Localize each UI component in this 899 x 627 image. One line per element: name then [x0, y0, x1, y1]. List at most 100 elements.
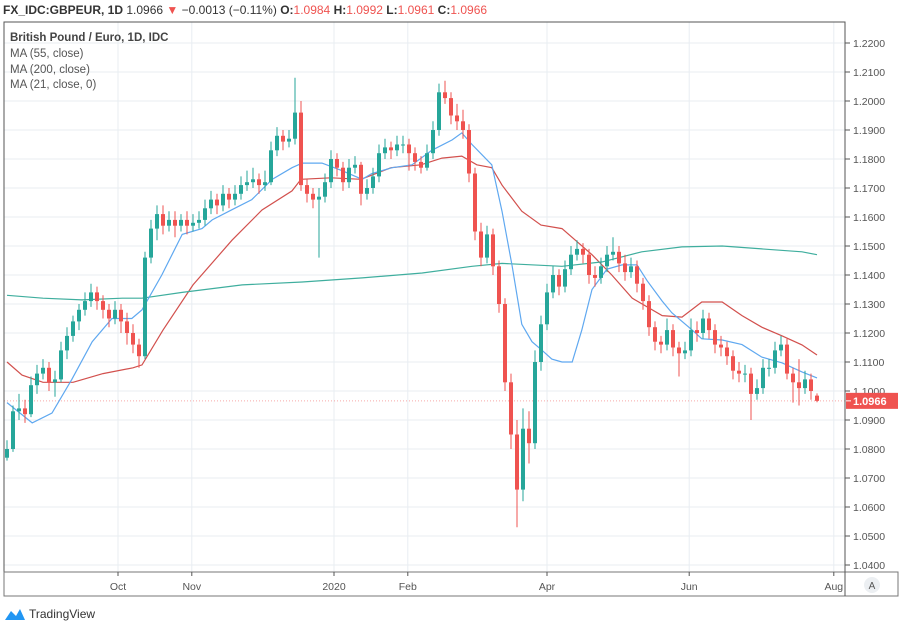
candle — [587, 248, 591, 284]
candle-body — [461, 121, 465, 130]
candle-body — [449, 98, 453, 116]
candle — [29, 376, 33, 418]
candle — [581, 243, 585, 264]
y-tick-label: 1.2100 — [853, 67, 885, 79]
candle — [815, 393, 819, 403]
time-axis[interactable] — [3, 571, 899, 597]
candle — [557, 269, 561, 296]
candle — [455, 103, 459, 130]
candle — [677, 341, 681, 377]
candle — [563, 260, 567, 293]
candle — [809, 373, 813, 400]
candle — [353, 156, 357, 174]
candle-body — [605, 254, 609, 267]
candle-body — [185, 219, 189, 226]
candle-body — [593, 275, 597, 278]
open-value: 1.0984 — [293, 3, 331, 17]
candle-body — [731, 356, 735, 371]
candle — [59, 341, 63, 383]
legend-ma200[interactable]: MA (200, close) — [10, 64, 90, 76]
candle-body — [407, 144, 411, 154]
candle-body — [203, 208, 207, 220]
candle-body — [149, 228, 153, 258]
candle-body — [35, 373, 39, 386]
candle-body — [365, 188, 369, 194]
candle-body — [173, 219, 177, 226]
candle — [245, 170, 249, 191]
tradingview-logo-icon — [5, 609, 25, 620]
candle-body — [665, 330, 669, 345]
candle-body — [11, 411, 15, 449]
candle — [575, 240, 579, 261]
candle — [143, 251, 147, 360]
candle-body — [257, 179, 261, 186]
candle — [689, 318, 693, 357]
y-tick-label: 1.1900 — [853, 125, 885, 137]
candle-body — [677, 347, 681, 354]
candle-body — [599, 266, 603, 278]
candle — [383, 138, 387, 159]
tradingview-logo[interactable]: TradingView — [4, 607, 95, 621]
candle — [503, 298, 507, 391]
candle-body — [767, 367, 771, 369]
candle-body — [659, 341, 663, 345]
candle-body — [239, 185, 243, 194]
candle-body — [611, 251, 615, 255]
candle — [149, 219, 153, 264]
legend-ma21[interactable]: MA (21, close, 0) — [10, 79, 96, 91]
price-axis[interactable]: 1.2200 1.2100 1.2000 1.1900 1.1800 1.1700 1.16… — [845, 38, 885, 572]
candle — [743, 364, 747, 383]
candle — [329, 150, 333, 188]
auto-scale-label[interactable]: A — [869, 581, 876, 592]
candle-body — [335, 159, 339, 168]
candle-body — [551, 275, 555, 293]
candle — [209, 190, 213, 215]
candle-body — [299, 112, 303, 186]
candle-body — [347, 167, 351, 183]
moving-averages — [6, 132, 818, 424]
candle — [101, 295, 105, 319]
candle-body — [401, 144, 405, 146]
candle-body — [197, 219, 201, 223]
candle — [533, 350, 537, 449]
candle — [749, 367, 753, 420]
candle-body — [413, 153, 417, 162]
symbol-name[interactable]: FX_IDC:GBPEUR, 1D — [3, 3, 124, 17]
candle-body — [557, 275, 561, 287]
legend-ma55[interactable]: MA (55, close) — [10, 48, 84, 60]
candle-body — [371, 176, 375, 188]
candle — [629, 257, 633, 278]
candle — [5, 440, 9, 461]
candle-body — [353, 164, 357, 168]
y-tick-label: 1.1500 — [853, 241, 885, 253]
candle — [755, 379, 759, 400]
candle-body — [563, 269, 567, 287]
candle — [707, 312, 711, 339]
close-label: C: — [437, 3, 451, 17]
candle — [683, 341, 687, 360]
candle — [113, 301, 117, 325]
candle — [221, 185, 225, 212]
candle-body — [641, 283, 645, 302]
candle — [791, 367, 795, 403]
candle — [167, 211, 171, 232]
auto-scale-button[interactable]: A — [864, 577, 880, 593]
candle-body — [527, 428, 531, 444]
candle-body — [41, 367, 45, 374]
candle — [731, 350, 735, 380]
candle-body — [269, 150, 273, 183]
candle — [137, 338, 141, 368]
candle — [335, 153, 339, 177]
candle — [635, 260, 639, 293]
candle — [377, 144, 381, 183]
y-tick-label: 1.2000 — [853, 96, 885, 108]
x-tick-label: Jun — [681, 581, 698, 593]
y-tick-label: 1.1200 — [853, 328, 885, 340]
candle-body — [287, 138, 291, 142]
candle — [17, 393, 21, 420]
candle — [107, 304, 111, 328]
candle — [479, 222, 483, 267]
candle-body — [581, 248, 585, 255]
candle-body — [491, 234, 495, 267]
